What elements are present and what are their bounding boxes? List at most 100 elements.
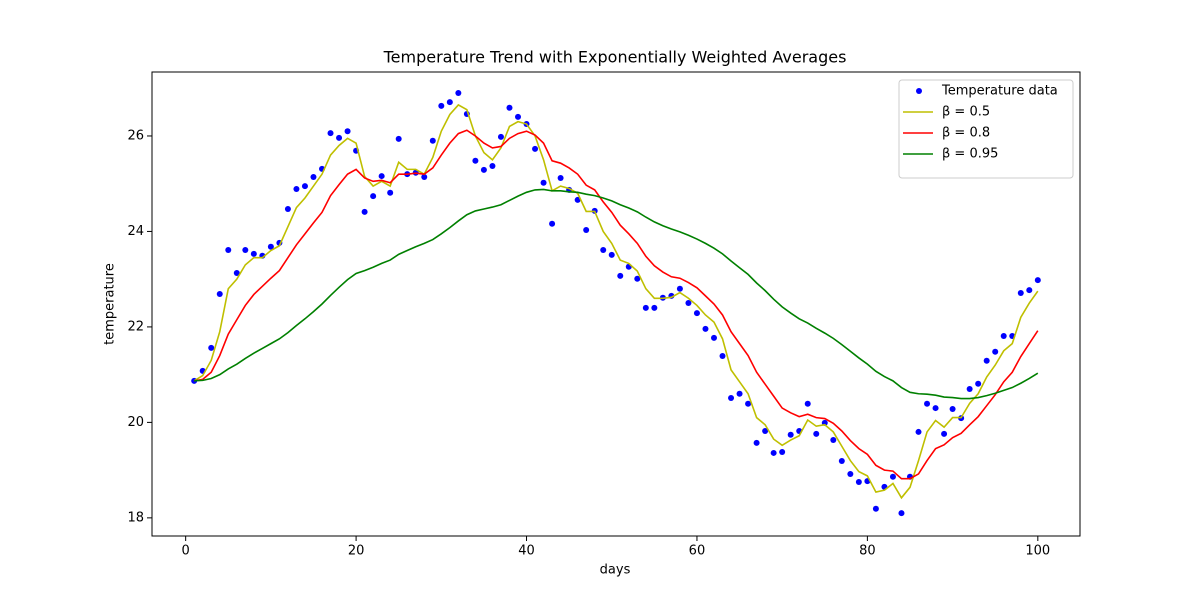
data-point: [1000, 332, 1007, 339]
data-point: [1034, 277, 1041, 284]
data-point: [608, 251, 615, 258]
data-point: [702, 325, 709, 332]
data-point: [336, 134, 343, 141]
data-point: [267, 243, 274, 250]
data-point: [310, 174, 317, 181]
data-point: [787, 431, 794, 438]
data-point: [975, 380, 982, 387]
data-point: [242, 247, 249, 254]
data-point: [898, 510, 905, 517]
data-point: [395, 135, 402, 142]
y-tick-label: 22: [127, 319, 144, 334]
data-point: [455, 90, 462, 97]
data-point: [583, 227, 590, 234]
data-point: [830, 437, 837, 444]
data-point: [762, 427, 769, 434]
data-point: [685, 300, 692, 307]
data-point: [489, 163, 496, 170]
data-point: [949, 406, 956, 413]
x-tick-label: 80: [859, 544, 876, 559]
legend-label: β = 0.5: [942, 105, 990, 120]
data-point: [472, 157, 479, 164]
data-point: [497, 133, 504, 140]
data-point: [438, 102, 445, 109]
data-point: [429, 137, 436, 144]
data-point: [872, 505, 879, 512]
data-point: [301, 183, 308, 190]
plot-area: [191, 90, 1041, 517]
y-tick-label: 20: [127, 415, 144, 430]
data-point: [600, 247, 607, 254]
data-point: [924, 400, 931, 407]
data-point: [225, 247, 232, 254]
chart-title: Temperature Trend with Exponentially Wei…: [383, 48, 847, 67]
data-point: [515, 113, 522, 120]
y-axis-label: temperature: [103, 263, 118, 345]
data-point: [753, 439, 760, 446]
data-point: [966, 385, 973, 392]
y-tick-label: 24: [127, 224, 144, 239]
data-point: [932, 405, 939, 412]
y-tick-label: 26: [127, 128, 144, 143]
data-point: [549, 220, 556, 227]
legend-label: β = 0.95: [942, 147, 998, 162]
data-point: [889, 473, 896, 480]
data-point: [770, 449, 777, 456]
legend-box: [898, 79, 1074, 179]
data-point: [693, 310, 700, 317]
data-point: [992, 348, 999, 355]
data-point: [532, 145, 539, 152]
data-point: [293, 185, 300, 192]
data-point: [370, 193, 377, 200]
data-point: [745, 400, 752, 407]
data-point: [779, 448, 786, 455]
data-point: [378, 173, 385, 180]
data-point: [1017, 290, 1024, 297]
data-point: [719, 353, 726, 360]
data-point: [421, 174, 428, 181]
data-point: [728, 395, 735, 402]
data-point: [642, 304, 649, 311]
data-point: [387, 189, 394, 196]
data-point: [480, 166, 487, 173]
data-point: [506, 104, 513, 111]
x-tick-label: 100: [1025, 544, 1050, 559]
x-tick-label: 0: [182, 544, 190, 559]
x-axis-label: days: [600, 563, 631, 578]
data-point: [710, 334, 717, 341]
data-point: [446, 99, 453, 106]
data-point: [1026, 287, 1033, 294]
x-tick-label: 20: [348, 544, 365, 559]
data-point: [208, 344, 215, 351]
data-point: [651, 304, 658, 311]
data-point: [216, 290, 223, 297]
data-point: [284, 206, 291, 213]
data-point: [736, 390, 743, 397]
data-point: [557, 174, 564, 181]
data-point: [250, 250, 257, 257]
legend: Temperature data β = 0.5 β = 0.8 β = 0.95: [898, 79, 1074, 179]
data-point: [634, 275, 641, 282]
data-point: [361, 208, 368, 215]
data-point: [941, 430, 948, 437]
data-point: [813, 430, 820, 437]
data-point: [233, 269, 240, 276]
data-point: [676, 285, 683, 292]
data-point: [344, 128, 351, 135]
series-line: [194, 129, 1039, 480]
legend-label: Temperature data: [941, 84, 1058, 99]
data-point: [617, 272, 624, 279]
series-line: [194, 188, 1039, 400]
legend-marker: [916, 88, 922, 94]
data-point: [574, 196, 581, 203]
x-tick-label: 60: [689, 544, 706, 559]
data-point: [855, 479, 862, 486]
axes-frame: [151, 71, 1081, 537]
y-tick-label: 18: [127, 510, 144, 525]
data-point: [915, 428, 922, 435]
x-tick-label: 40: [518, 544, 535, 559]
data-point: [804, 400, 811, 407]
legend-label: β = 0.8: [942, 126, 990, 141]
data-point: [847, 470, 854, 477]
